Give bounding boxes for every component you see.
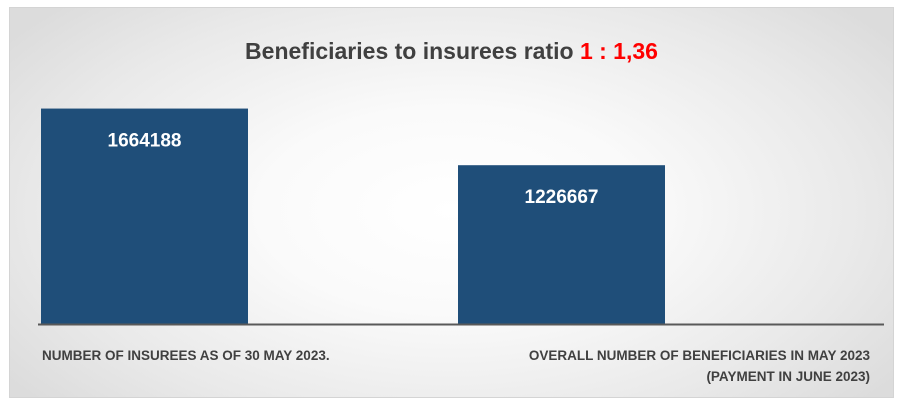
chart-area: Beneficiaries to insurees ratio 1 : 1,36… [9,7,894,398]
category-label-beneficiaries: OVERALL NUMBER OF BENEFICIARIES IN MAY 2… [528,348,870,384]
chart-title: Beneficiaries to insurees ratio 1 : 1,36 [10,38,893,65]
bar-value-label-1: 1664188 [108,131,182,152]
bar-plot: 1664188 1226667 [38,108,884,326]
ratio-value: 1 : 1,36 [579,38,658,64]
chart-title-text: Beneficiaries to insurees ratio [245,38,574,64]
bar-value-label-2: 1226667 [525,187,599,208]
category-label-insurees: NUMBER OF INSUREES AS OF 30 MAY 2023. [42,348,330,363]
bar-1 [41,108,248,324]
bar-2 [458,165,665,324]
